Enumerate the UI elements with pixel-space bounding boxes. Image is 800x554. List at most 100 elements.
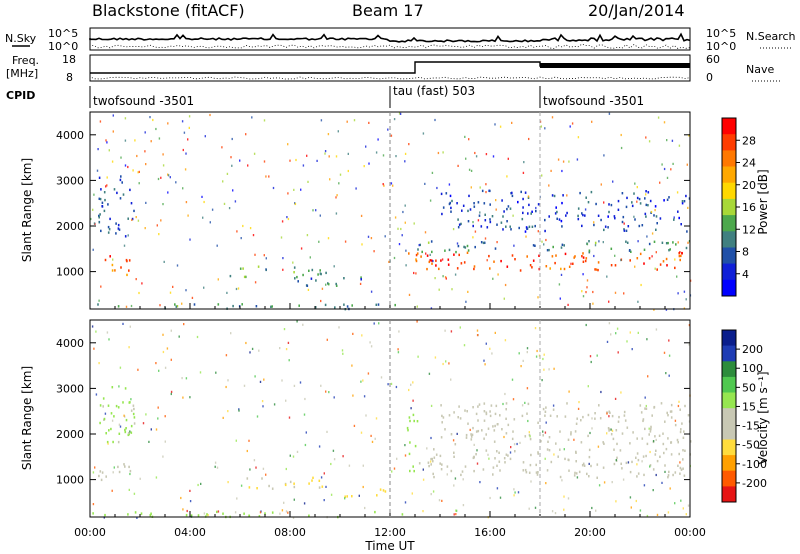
heatmap-cell bbox=[644, 407, 646, 410]
heatmap-cell bbox=[683, 290, 686, 293]
heatmap-cell bbox=[686, 163, 688, 166]
heatmap-cell bbox=[610, 428, 612, 431]
heatmap-cell bbox=[108, 429, 110, 432]
heatmap-cell bbox=[498, 451, 500, 454]
heatmap-cell bbox=[543, 353, 545, 356]
heatmap-cell bbox=[422, 468, 424, 471]
heatmap-cell bbox=[307, 288, 310, 291]
heatmap-cell bbox=[209, 113, 211, 117]
heatmap-cell bbox=[568, 390, 570, 393]
heatmap-cell bbox=[279, 347, 281, 350]
heatmap-cell bbox=[442, 275, 444, 278]
heatmap-cell bbox=[621, 220, 624, 224]
heatmap-cell bbox=[216, 510, 218, 514]
heatmap-cell bbox=[93, 347, 95, 350]
heatmap-cell bbox=[431, 171, 434, 174]
heatmap-cell bbox=[247, 164, 249, 167]
heatmap-cell bbox=[444, 276, 447, 279]
heatmap-cell bbox=[588, 455, 591, 459]
heatmap-cell bbox=[430, 463, 432, 466]
heatmap-cell bbox=[346, 495, 348, 498]
heatmap-cell bbox=[124, 139, 127, 142]
cpid-label: CPID bbox=[6, 89, 35, 102]
heatmap-cell bbox=[611, 429, 614, 432]
heatmap-cell bbox=[92, 471, 95, 474]
heatmap-cell bbox=[130, 431, 133, 434]
heatmap-cell bbox=[636, 200, 638, 203]
colorbar-swatch bbox=[722, 392, 736, 409]
heatmap-cell bbox=[452, 439, 455, 442]
heatmap-cell bbox=[530, 453, 532, 457]
heatmap-cell bbox=[138, 170, 140, 173]
heatmap-cell bbox=[663, 167, 666, 171]
heatmap-cell bbox=[189, 489, 191, 492]
heatmap-cell bbox=[664, 420, 666, 423]
heatmap-cell bbox=[282, 257, 284, 260]
heatmap-cell bbox=[472, 426, 474, 430]
heatmap-cell bbox=[584, 214, 586, 217]
heatmap-cell bbox=[557, 158, 560, 161]
heatmap-cell bbox=[324, 150, 327, 153]
heatmap-cell bbox=[502, 215, 504, 218]
heatmap-cell bbox=[650, 428, 652, 431]
heatmap-cell bbox=[255, 305, 258, 308]
heatmap-cell bbox=[581, 212, 583, 215]
heatmap-cell bbox=[481, 429, 483, 432]
heatmap-cell bbox=[476, 462, 479, 465]
heatmap-cell bbox=[542, 434, 544, 437]
heatmap-cell bbox=[483, 437, 485, 440]
heatmap-cell bbox=[499, 125, 502, 128]
heatmap-cell bbox=[377, 303, 380, 306]
heatmap-cell bbox=[503, 457, 506, 460]
heatmap-cell bbox=[330, 493, 333, 496]
heatmap-cell bbox=[364, 506, 366, 510]
heatmap-cell bbox=[646, 338, 648, 341]
heatmap-cell bbox=[643, 248, 646, 251]
heatmap-cell bbox=[132, 169, 134, 172]
heatmap-cell bbox=[677, 292, 679, 295]
heatmap-cell bbox=[188, 115, 191, 118]
heatmap-cell bbox=[464, 246, 467, 249]
heatmap-cell bbox=[525, 471, 528, 474]
heatmap-cell bbox=[527, 212, 529, 215]
heatmap-cell bbox=[524, 401, 526, 404]
heatmap-cell bbox=[577, 407, 580, 410]
heatmap-cell bbox=[321, 287, 324, 290]
heatmap-cell bbox=[629, 331, 631, 334]
heatmap-cell bbox=[492, 155, 495, 158]
colorbar-swatch bbox=[722, 486, 736, 503]
heatmap-cell bbox=[681, 422, 683, 425]
heatmap-cell bbox=[632, 431, 634, 434]
heatmap-cell bbox=[463, 245, 465, 249]
heatmap-cell bbox=[677, 441, 679, 444]
heatmap-cell bbox=[649, 430, 652, 433]
heatmap-cell bbox=[679, 466, 682, 470]
heatmap-cell bbox=[440, 192, 443, 196]
heatmap-cell bbox=[602, 441, 604, 444]
heatmap-cell bbox=[217, 278, 219, 281]
colorbar-tick-label: 200 bbox=[742, 343, 763, 356]
heatmap-cell bbox=[576, 476, 579, 479]
heatmap-cell bbox=[261, 400, 264, 403]
heatmap-cell bbox=[99, 421, 101, 425]
heatmap-cell bbox=[659, 455, 661, 458]
heatmap-cell bbox=[124, 465, 126, 468]
heatmap-cell bbox=[180, 496, 182, 500]
heatmap-cell bbox=[461, 470, 464, 473]
heatmap-cell bbox=[320, 384, 322, 387]
heatmap-cell bbox=[131, 218, 133, 221]
heatmap-cell bbox=[454, 477, 457, 480]
heatmap-cell bbox=[333, 458, 336, 461]
heatmap-cell bbox=[214, 465, 216, 468]
heatmap-cell bbox=[271, 305, 273, 308]
heatmap-cell bbox=[122, 322, 124, 325]
heatmap-cell bbox=[394, 216, 397, 219]
velocity-heatmap bbox=[91, 320, 692, 519]
heatmap-cell bbox=[497, 423, 499, 426]
heatmap-cell bbox=[579, 191, 581, 195]
heatmap-cell bbox=[604, 225, 607, 228]
heatmap-cell bbox=[620, 391, 622, 394]
heatmap-cell bbox=[661, 163, 663, 166]
heatmap-cell bbox=[488, 254, 490, 258]
